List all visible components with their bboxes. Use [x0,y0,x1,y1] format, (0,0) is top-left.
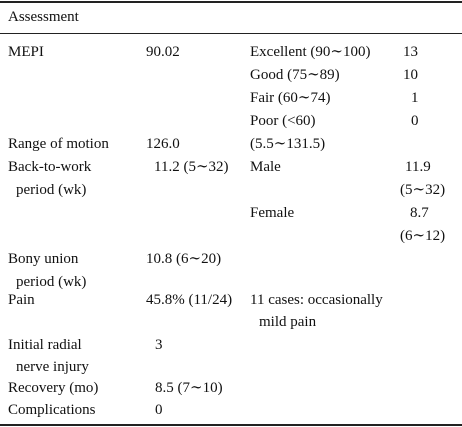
table-bottom-rule [0,424,462,426]
row-label-mepi: MEPI [8,44,44,60]
mepi-excellent-label: Excellent (90∼100) [250,44,371,60]
row-label-back-to-work-line2: period (wk) [16,182,87,198]
row-value-pain: 45.8% (11/24) [146,292,233,308]
row-note-pain-line2: mild pain [259,314,317,330]
row-value-range-of-motion: 126.0 [146,136,180,152]
row-label-recovery: Recovery (mo) [8,380,99,396]
row-label-range-of-motion: Range of motion [8,136,109,152]
mepi-good-label: Good (75∼89) [250,67,340,83]
row-label-pain: Pain [8,292,35,308]
table-header-rule [0,33,462,34]
back-to-work-male-label: Male [250,159,281,175]
row-value-recovery: 8.5 (7∼10) [155,380,223,396]
row-label-complications: Complications [8,402,96,418]
mepi-good-count: 10 [403,67,418,83]
row-value-bony-union: 10.8 (6∼20) [146,251,222,267]
mepi-fair-label: Fair (60∼74) [250,90,331,106]
back-to-work-male-range: (5∼32) [400,182,446,198]
row-note-pain-line1: 11 cases: occasionally [250,292,383,308]
table-top-rule [0,1,462,3]
row-label-back-to-work-line1: Back-to-work [8,159,92,175]
row-label-bony-union-line2: period (wk) [16,274,87,290]
back-to-work-female-label: Female [250,205,295,221]
row-label-bony-union-line1: Bony union [8,251,79,267]
mepi-fair-count: 1 [411,90,419,106]
row-value-mepi: 90.02 [146,44,180,60]
mepi-excellent-count: 13 [403,44,418,60]
row-label-nerve-injury-line1: Initial radial [8,337,82,353]
table-heading: Assessment [8,9,79,25]
row-value-back-to-work: 11.2 (5∼32) [154,159,229,175]
back-to-work-female-value: 8.7 [410,205,429,221]
row-label-nerve-injury-line2: nerve injury [16,359,89,375]
mepi-poor-count: 0 [411,113,419,129]
row-note-range-of-motion: (5.5∼131.5) [250,136,326,152]
row-value-complications: 0 [155,402,163,418]
back-to-work-male-value: 11.9 [405,159,431,175]
row-value-nerve-injury: 3 [155,337,163,353]
mepi-poor-label: Poor (<60) [250,113,316,129]
back-to-work-female-range: (6∼12) [400,228,446,244]
